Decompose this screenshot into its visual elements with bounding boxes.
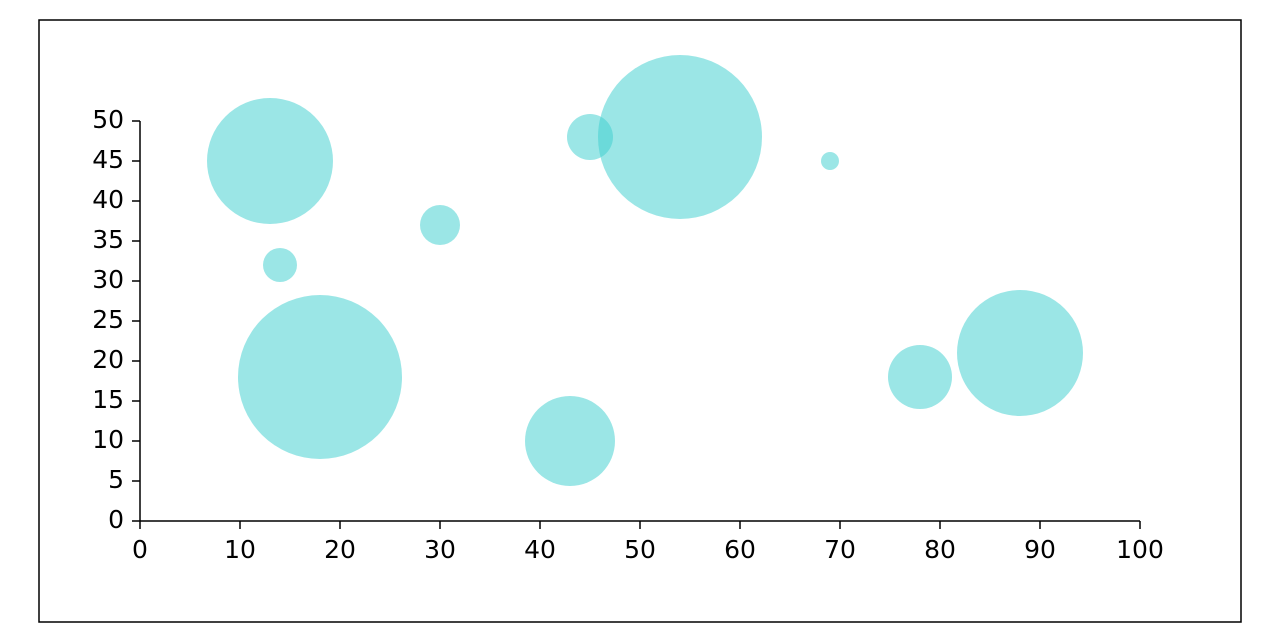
y-tick-label: 5 [108, 465, 124, 494]
bubble [525, 396, 615, 486]
x-tick-label: 30 [424, 535, 456, 564]
x-tick-label: 60 [724, 535, 756, 564]
x-tick-label: 20 [324, 535, 356, 564]
bubble [238, 295, 402, 459]
y-tick-label: 30 [92, 265, 124, 294]
y-tick-label: 45 [92, 145, 124, 174]
x-tick-label: 90 [1024, 535, 1056, 564]
y-tick-label: 10 [92, 425, 124, 454]
bubble [263, 248, 297, 282]
x-tick-label: 100 [1116, 535, 1164, 564]
x-tick-label: 10 [224, 535, 256, 564]
x-tick-label: 50 [624, 535, 656, 564]
y-tick-label: 0 [108, 505, 124, 534]
x-tick-label: 80 [924, 535, 956, 564]
y-tick-label: 50 [92, 105, 124, 134]
x-tick-label: 40 [524, 535, 556, 564]
y-tick-label: 20 [92, 345, 124, 374]
bubble [957, 290, 1083, 416]
bubble [207, 98, 333, 224]
bubble [821, 152, 839, 170]
y-tick-label: 35 [92, 225, 124, 254]
x-tick-label: 0 [132, 535, 148, 564]
y-tick-label: 25 [92, 305, 124, 334]
bubble [888, 345, 952, 409]
y-tick-label: 15 [92, 385, 124, 414]
bubble [598, 55, 762, 219]
chart-frame [38, 19, 1242, 623]
x-tick-label: 70 [824, 535, 856, 564]
bubble [420, 205, 460, 245]
y-tick-label: 40 [92, 185, 124, 214]
